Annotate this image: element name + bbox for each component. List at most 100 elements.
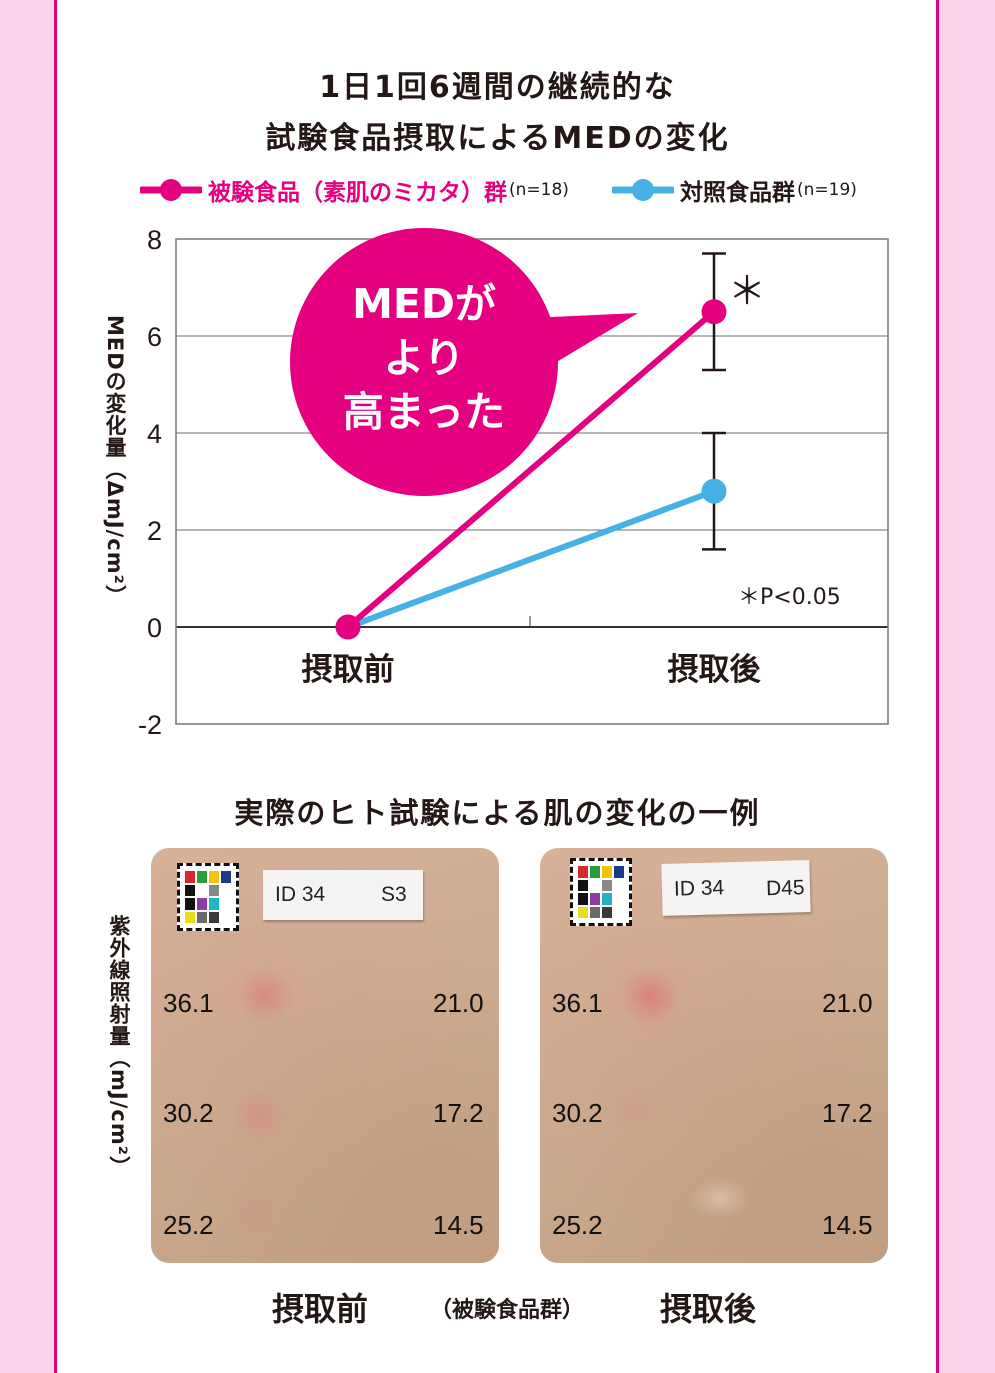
significance-note: ＊P<0.05	[738, 585, 841, 610]
color-chip-cell	[614, 893, 624, 905]
color-chip-cell	[614, 906, 624, 918]
color-chip-cell	[602, 866, 612, 878]
chart-series	[335, 252, 727, 640]
y-tick-label: 6	[147, 322, 162, 352]
legend-item-test: 被験食品（素肌のミカタ）群 (n=18)	[140, 175, 569, 206]
erythema-spot	[231, 1088, 286, 1143]
color-chip-cell	[578, 893, 588, 905]
color-chip-cell	[602, 893, 612, 905]
color-chip-cell	[209, 898, 219, 910]
color-chip-cell	[185, 871, 195, 883]
color-chip-cell	[590, 906, 600, 918]
data-point	[701, 299, 727, 325]
color-chip-cell	[614, 866, 624, 878]
legend-swatch-control	[612, 179, 674, 201]
color-chip-cell	[602, 906, 612, 918]
color-chip-cell	[197, 871, 207, 883]
color-chip-cell	[614, 879, 624, 891]
dose-right-2: 17.2	[433, 1098, 484, 1128]
legend-n-control: (n=19)	[797, 180, 857, 200]
x-category-label: 摂取後	[668, 652, 762, 688]
plot-frame	[175, 238, 889, 725]
color-chip-cell	[578, 879, 588, 891]
id-card-before: ID 34 S3	[263, 870, 423, 920]
photo-y-label: 紫外線照射量（mJ/cm²）	[107, 915, 131, 1178]
callout-bubble: MEDが より 高まった	[290, 228, 638, 496]
y-tick-label: 4	[147, 419, 162, 449]
photo-section-title: 実際のヒト試験による肌の変化の一例	[234, 796, 761, 830]
color-chip-cell	[590, 879, 600, 891]
photo-after: ID 34 D45 36.1 30.2 25.2 21.0 17.2 14.5	[540, 848, 888, 1263]
data-point	[335, 614, 361, 640]
dose-left-2: 30.2	[163, 1098, 214, 1128]
color-chip-cell	[221, 911, 231, 923]
color-chip-cell	[590, 893, 600, 905]
color-chip-cell	[221, 871, 231, 883]
callout-line2: より	[383, 334, 464, 382]
photo-before: ID 34 S3 36.1 30.2 25.2 21.0 17.2 14.5	[151, 848, 499, 1263]
dose-right-3: 14.5	[433, 1210, 484, 1240]
color-chip-cell	[209, 911, 219, 923]
caption-group: （被験食品群）	[430, 1298, 585, 1323]
color-chip-cell	[209, 871, 219, 883]
color-chip-cell	[221, 884, 231, 896]
chart-svg: 8 6 4 2 0 -2 摂取前 摂取後 MEDが より 高まった ＊ ＊P<0.05	[138, 225, 889, 740]
caption-before: 摂取前	[272, 1290, 369, 1328]
color-chip-cell	[221, 898, 231, 910]
color-chip-cell	[197, 898, 207, 910]
legend-item-control: 対照食品群 (n=19)	[612, 175, 857, 206]
chart-title-line2: 試験食品摂取によるMEDの変化	[265, 121, 730, 156]
x-category-label: 摂取前	[302, 652, 395, 688]
legend-n-test: (n=18)	[509, 180, 569, 200]
code-label-before: S3	[381, 883, 407, 906]
dose-left-1: 36.1	[163, 988, 214, 1018]
erythema-spot	[236, 966, 294, 1024]
callout-line1: MEDが	[352, 280, 496, 328]
y-axis-label: MEDの変化量（ΔmJ/cm²）	[103, 315, 127, 607]
dose-left-3: 25.2	[552, 1210, 603, 1240]
erythema-spot	[620, 966, 680, 1026]
series-line	[346, 488, 716, 630]
color-chip-cell	[209, 884, 219, 896]
dose-right-1: 21.0	[822, 988, 873, 1018]
color-chip-cell	[197, 911, 207, 923]
erythema-spot	[229, 1188, 279, 1238]
color-chip-cell	[185, 898, 195, 910]
color-chip-cell	[590, 866, 600, 878]
color-chip-cell	[185, 911, 195, 923]
significance-mark: ＊	[728, 269, 766, 313]
color-chart-after	[570, 858, 632, 926]
callout-line3: 高まった	[343, 388, 505, 436]
y-tick-label: 0	[147, 613, 162, 643]
color-chart-before	[177, 863, 239, 931]
code-label-after: D45	[765, 876, 805, 901]
light-patch	[690, 1178, 750, 1218]
caption-after: 摂取後	[660, 1290, 757, 1328]
id-label-after: ID 34	[673, 876, 725, 901]
dose-right-1: 21.0	[433, 988, 484, 1018]
dose-left-1: 36.1	[552, 988, 603, 1018]
chart-title-line1: 1日1回6週間の継続的な	[319, 70, 676, 105]
dose-right-3: 14.5	[822, 1210, 873, 1240]
legend-swatch-test	[140, 179, 202, 201]
legend-label-control: 対照食品群	[680, 180, 795, 206]
dose-right-2: 17.2	[822, 1098, 873, 1128]
color-chip-cell	[602, 879, 612, 891]
dose-left-2: 30.2	[552, 1098, 603, 1128]
data-point	[701, 478, 727, 504]
color-chip-cell	[578, 906, 588, 918]
color-chip-cell	[578, 866, 588, 878]
y-tick-label: 2	[147, 516, 162, 546]
y-ticks: 8 6 4 2 0 -2	[138, 225, 162, 740]
color-chip-cell	[185, 884, 195, 896]
dose-left-3: 25.2	[163, 1210, 214, 1240]
id-card-after: ID 34 D45	[661, 860, 811, 916]
erythema-spot	[612, 1088, 657, 1133]
y-tick-label: -2	[138, 710, 162, 740]
series-line	[346, 309, 716, 630]
id-label-before: ID 34	[275, 883, 326, 906]
y-tick-label: 8	[147, 225, 162, 255]
color-chip-cell	[197, 884, 207, 896]
legend-label-test: 被験食品（素肌のミカタ）群	[208, 180, 507, 206]
x-categories: 摂取前 摂取後	[302, 652, 762, 688]
